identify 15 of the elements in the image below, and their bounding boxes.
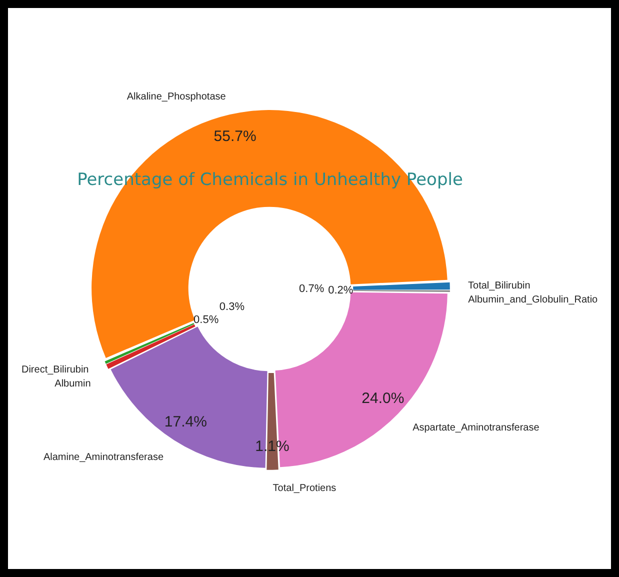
slice-label: Albumin xyxy=(54,378,91,390)
data-label: 17.4% xyxy=(164,413,207,430)
data-label: 55.7% xyxy=(214,128,256,146)
data-label: 0.3% xyxy=(219,300,245,313)
data-label: 0.7% xyxy=(299,283,324,296)
data-label: 0.2% xyxy=(328,284,354,296)
slice-label: Albumin_and_Globulin_Ratio xyxy=(468,294,598,306)
data-label: 24.0% xyxy=(362,390,404,408)
data-label: 0.5% xyxy=(194,314,219,326)
slice-label: Direct_Bilirubin xyxy=(21,364,89,376)
slice-label: Alamine_Aminotransferase xyxy=(43,452,164,463)
slice-label: Alkaline_Phosphotase xyxy=(126,92,226,103)
slice-label: Total_Protiens xyxy=(272,482,336,494)
slice-label: Total_Bilirubin xyxy=(468,280,530,292)
slice-label: Aspartate_Aminotransferase xyxy=(412,422,540,434)
